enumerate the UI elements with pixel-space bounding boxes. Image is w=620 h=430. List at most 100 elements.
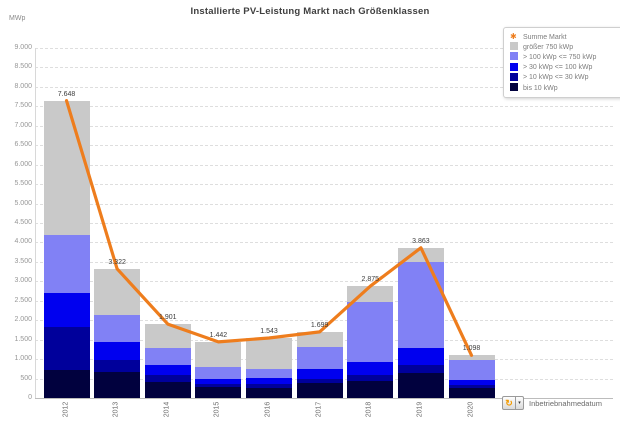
y-tick-label: 2.500 <box>14 296 32 304</box>
y-tick-label: 7.500 <box>14 102 32 110</box>
bar-segment[interactable] <box>246 387 293 398</box>
bar-segment[interactable] <box>94 342 141 360</box>
legend-label: Summe Markt <box>523 33 567 41</box>
bar-segment[interactable] <box>144 364 191 376</box>
legend-label: bis 10 kWp <box>523 84 558 92</box>
bar-segment[interactable] <box>397 373 444 398</box>
bar-segment[interactable] <box>144 375 191 383</box>
legend-color-swatch <box>510 52 518 61</box>
bar-segment[interactable] <box>347 380 394 398</box>
swatch-icon <box>510 72 523 83</box>
x-tick-label[interactable]: 2020 <box>467 401 475 418</box>
x-axis-line <box>35 398 613 399</box>
x-tick-label[interactable]: 2018 <box>365 401 373 418</box>
bar-segment[interactable] <box>397 261 444 348</box>
x-tick-label[interactable]: 2019 <box>416 401 424 418</box>
x-tick-label[interactable]: 2012 <box>62 401 69 418</box>
bar-segment[interactable] <box>347 361 394 376</box>
bar-segment[interactable] <box>296 347 343 369</box>
bar-segment[interactable] <box>144 382 191 398</box>
bar-segment[interactable] <box>246 368 293 378</box>
gridline <box>35 184 613 186</box>
bar-segment[interactable] <box>296 382 343 398</box>
bar-segment[interactable] <box>397 247 444 262</box>
gridline <box>35 203 613 205</box>
bar-segment[interactable] <box>195 341 242 367</box>
bar-segment[interactable] <box>94 268 141 315</box>
y-tick-label: 7.000 <box>14 121 32 129</box>
y-tick-label: 1.500 <box>14 335 32 343</box>
gridline <box>35 86 613 88</box>
bar-segment[interactable] <box>195 387 242 398</box>
gridline <box>35 106 613 108</box>
swatch-icon <box>510 62 523 73</box>
legend-item[interactable]: bis 10 kWp <box>510 83 620 93</box>
bar-segment[interactable] <box>94 359 141 372</box>
bar-segment[interactable] <box>448 387 495 398</box>
bar-segment[interactable] <box>347 286 394 302</box>
bar-segment[interactable] <box>296 331 343 348</box>
bar-segment[interactable] <box>347 375 394 381</box>
dimension-label: Inbetriebnahmedatum <box>529 398 602 408</box>
bar-segment[interactable] <box>43 326 90 370</box>
y-tick-label: 2.000 <box>14 316 32 324</box>
bar-segment[interactable] <box>195 378 242 384</box>
swatch-icon <box>510 52 523 62</box>
bar-segment[interactable] <box>43 234 90 293</box>
y-tick-label: 4.000 <box>14 238 32 246</box>
legend-color-swatch <box>510 42 518 51</box>
bar-segment[interactable] <box>246 337 293 369</box>
gridline <box>35 125 613 127</box>
x-tick-label[interactable]: 2014 <box>163 401 171 418</box>
y-tick-label: 5.000 <box>14 199 32 207</box>
line-marker-icon: ✱ <box>510 33 523 41</box>
legend-item[interactable]: größer 750 kWp <box>510 42 620 52</box>
legend-item[interactable]: ✱ Summe Markt <box>510 32 620 42</box>
bar-segment[interactable] <box>43 100 90 235</box>
bar-segment[interactable] <box>448 355 495 360</box>
y-tick-label: 6.000 <box>14 160 32 168</box>
bar-segment[interactable] <box>397 347 444 365</box>
gridline <box>35 48 613 49</box>
bar-segment[interactable] <box>296 368 343 379</box>
cycle-dimension-button[interactable]: ↻ ▾ <box>502 396 524 410</box>
x-tick-label[interactable]: 2016 <box>264 401 272 418</box>
legend-color-swatch <box>510 62 518 71</box>
bar-segment[interactable] <box>246 384 293 388</box>
bar-total-label: 3.863 <box>412 237 430 245</box>
bar-segment[interactable] <box>43 293 90 327</box>
legend-label: > 10 kWp <= 30 kWp <box>523 74 589 82</box>
bar-segment[interactable] <box>347 301 394 362</box>
bar-segment[interactable] <box>94 371 141 398</box>
bar-segment[interactable] <box>144 324 191 348</box>
gridline <box>35 242 613 244</box>
bar-segment[interactable] <box>397 364 444 374</box>
x-tick-label[interactable]: 2013 <box>112 401 120 418</box>
bar-segment[interactable] <box>296 378 343 383</box>
legend-item[interactable]: > 100 kWp <= 750 kWp <box>510 52 620 62</box>
x-tick-label[interactable]: 2015 <box>213 401 221 418</box>
bar-segment[interactable] <box>448 359 495 381</box>
gridline <box>35 145 613 147</box>
x-tick-label[interactable]: 2017 <box>315 401 323 418</box>
legend-item[interactable]: > 10 kWp <= 30 kWp <box>510 72 620 83</box>
dimension-control: ↻ ▾ Inbetriebnahmedatum <box>502 396 602 410</box>
legend-item[interactable]: > 30 kWp <= 100 kWp <box>510 62 620 73</box>
chart-title: Installierte PV-Leistung Markt nach Größ… <box>190 6 430 17</box>
swatch-icon <box>510 83 523 93</box>
bar-segment[interactable] <box>195 384 242 388</box>
bar-segment[interactable] <box>246 377 293 384</box>
bar-segment[interactable] <box>144 347 191 365</box>
bar-segment[interactable] <box>94 314 141 342</box>
y-tick-label: 0 <box>28 394 32 401</box>
bar-segment[interactable] <box>195 366 242 379</box>
bar-segment[interactable] <box>43 370 90 398</box>
dropdown-arrow-icon: ▾ <box>516 396 524 410</box>
bar-total-label: 1.442 <box>209 331 228 339</box>
y-tick-label: 9.000 <box>14 44 32 51</box>
bar-segment[interactable] <box>448 380 495 385</box>
bar-segment[interactable] <box>448 384 495 388</box>
legend-color-swatch <box>510 72 518 81</box>
bar-total-label: 1.901 <box>158 314 177 322</box>
